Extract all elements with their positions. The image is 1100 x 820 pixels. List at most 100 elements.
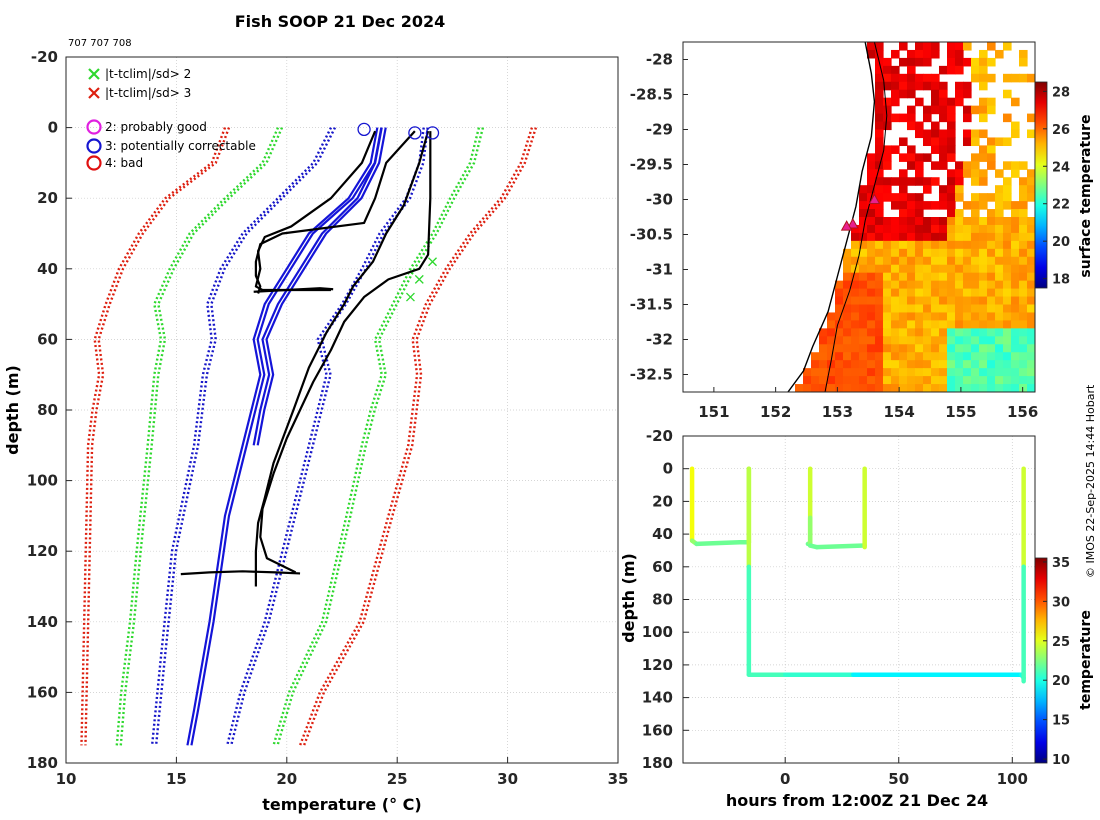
sst-cell — [939, 232, 948, 242]
sst-cell — [883, 224, 892, 234]
sst-cell — [931, 256, 940, 266]
sst-cell — [1019, 352, 1028, 361]
sst-cell — [915, 312, 924, 322]
sst-cell — [923, 240, 932, 250]
sst-cell — [1003, 376, 1012, 385]
series-drop-4 — [259, 131, 432, 574]
sst-cell — [1011, 248, 1020, 258]
sst-cell — [875, 232, 884, 242]
sst-cell — [1003, 352, 1012, 361]
sst-cell — [1003, 42, 1012, 51]
sst-cell — [875, 97, 884, 107]
sst-cell — [931, 42, 940, 51]
sst-cell — [931, 280, 940, 290]
sst-cell — [939, 368, 948, 377]
sst-cell — [995, 336, 1004, 345]
sst-cell — [931, 248, 940, 258]
sst-cell — [795, 384, 804, 392]
sst-cell — [907, 121, 916, 131]
sst-cell — [1027, 336, 1035, 345]
sst-cell — [851, 344, 860, 353]
sst-colorbar-tick-label: 18 — [1052, 273, 1070, 288]
sst-cell — [875, 288, 884, 298]
sst-cell — [915, 81, 924, 91]
sst-cell — [819, 344, 828, 353]
sst-cell — [1003, 161, 1012, 170]
sst-cell — [899, 209, 908, 218]
sst-cell — [955, 232, 964, 242]
sst-cell — [1011, 264, 1020, 274]
sst-cell — [947, 137, 956, 147]
flag3-marker — [408, 126, 422, 140]
sst-cell — [947, 336, 956, 345]
sst-cell — [867, 42, 876, 51]
sst-cell — [979, 153, 988, 162]
sst-cell — [947, 248, 956, 258]
sst-cell — [1027, 232, 1035, 242]
sst-cell — [843, 344, 852, 353]
sst-cell — [923, 352, 932, 361]
sst-cell — [1003, 224, 1012, 234]
sst-cell — [979, 145, 988, 154]
sst-cell — [1019, 264, 1028, 274]
sst-cell — [979, 57, 988, 67]
sst-cell — [979, 288, 988, 298]
sst-cell — [931, 336, 940, 345]
sst-cell — [963, 376, 972, 385]
sst-cell — [851, 224, 860, 234]
dt-y-tick-label: 80 — [652, 591, 673, 609]
sst-cell — [891, 384, 900, 392]
sst-cell — [1027, 304, 1035, 314]
sst-cell — [915, 384, 924, 392]
sst-cell — [947, 320, 956, 329]
sst-cell — [987, 384, 996, 392]
sst-cell — [1027, 224, 1035, 234]
sst-cell — [955, 336, 964, 345]
sst-cell — [859, 344, 868, 353]
sst-cell — [867, 312, 876, 322]
sst-cell — [955, 368, 964, 377]
sst-cell — [939, 352, 948, 361]
sst-cell — [1027, 217, 1035, 226]
sst-cell — [971, 296, 980, 306]
sst-cell — [891, 65, 900, 75]
sst-cell — [1011, 224, 1020, 234]
sst-cell — [915, 57, 924, 67]
sst-cell — [939, 81, 948, 91]
sst-cell — [931, 304, 940, 314]
sst-cell — [963, 344, 972, 353]
sst-cell — [979, 312, 988, 322]
sst-cell — [1019, 360, 1028, 369]
sst-cell — [883, 81, 892, 91]
sst-cell — [1011, 280, 1020, 290]
sst-cell — [1003, 240, 1012, 250]
sst-cell — [835, 304, 844, 314]
map-x-tick-label: 151 — [698, 403, 729, 421]
sst-cell — [1011, 97, 1020, 107]
sst-cell — [835, 288, 844, 298]
sst-cell — [995, 328, 1004, 337]
sst-cell — [1003, 288, 1012, 298]
sst-cell — [875, 193, 884, 202]
flag3-marker — [357, 122, 371, 137]
sst-cell — [915, 73, 924, 83]
sst-cell — [939, 272, 948, 282]
sst-cell — [979, 344, 988, 353]
sst-cell — [947, 153, 956, 162]
sst-cell — [931, 360, 940, 369]
sst-cell — [899, 272, 908, 282]
sst-cell — [1019, 57, 1028, 67]
sst-cell — [979, 105, 988, 115]
sst-cell — [955, 288, 964, 298]
sst-cell — [923, 248, 932, 258]
sst-cell — [843, 384, 852, 392]
depth-time-ticks: 0 50 100 -20 0 20 40 60 80 100 120 140 160 180 — [642, 427, 1028, 788]
sst-cell — [915, 161, 924, 170]
sst-cell — [875, 320, 884, 329]
sst-cell — [923, 105, 932, 115]
profile-panel: 10 15 20 25 30 35-20020406080100120140160180 … — [3, 48, 628, 814]
sst-cell — [1003, 320, 1012, 329]
sst-cell — [971, 232, 980, 242]
sst-cell — [1011, 232, 1020, 242]
sst-cell — [867, 272, 876, 282]
